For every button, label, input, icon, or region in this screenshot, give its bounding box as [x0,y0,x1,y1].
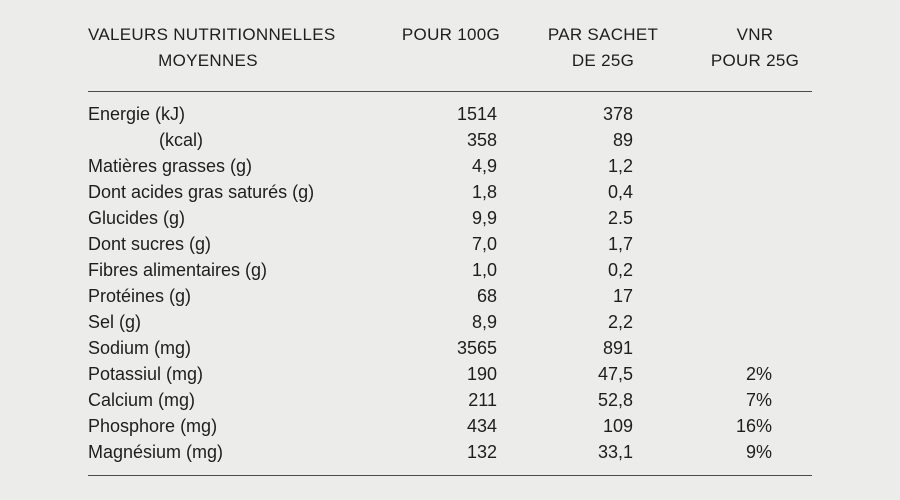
row-label: Fibres alimentaires (g) [88,260,268,280]
row-value-vnr: 2% [745,364,772,384]
row-label: Potassiul (mg) [88,364,204,384]
row-value-per-100g: 434 [466,416,497,436]
row-value-vnr [661,153,812,179]
row-value-per-sachet-25g: 1,7 [607,234,633,254]
row-label: Matières grasses (g) [88,156,253,176]
row-value-per-100g: 9,9 [471,208,497,228]
row-value-per-sachet-25g: 0,2 [607,260,633,280]
row-value-per-sachet-25g: 109 [602,416,633,436]
row-value-vnr [661,309,812,335]
row-value-per-sachet-25g: 47,5 [597,364,633,384]
table-row: Protéines (g) 68 17 [88,283,812,309]
row-label: Dont acides gras saturés (g) [88,182,315,202]
table-row: Dont sucres (g) 7,0 1,7 [88,231,812,257]
row-value-per-100g: 1,8 [471,182,497,202]
header-pour-100g: POUR 100G [400,22,502,92]
row-value-per-100g: 211 [468,390,497,410]
row-value-vnr [661,205,812,231]
row-value-per-sachet-25g: 17 [612,286,633,306]
table-body: Energie (kJ) 1514 378 (kcal) 358 89 Matières g… [88,92,812,476]
row-value-per-sachet-25g: 2.5 [607,208,633,228]
row-value-per-100g: 3565 [456,338,497,358]
row-value-vnr [661,257,812,283]
row-label: Sodium (mg) [88,338,192,358]
row-label: Sel (g) [88,312,142,332]
row-label: Protéines (g) [88,286,192,306]
table-row: Fibres alimentaires (g) 1,0 0,2 [88,257,812,283]
row-value-vnr [661,231,812,257]
nutrition-table-container: VALEURS NUTRITIONNELLES MOYENNES POUR 10… [88,22,812,476]
header-vnr-line2: POUR 25G [710,51,800,70]
row-value-vnr [661,335,812,361]
row-value-per-100g: 358 [466,130,497,150]
row-value-per-sachet-25g: 52,8 [597,390,633,410]
header-valeurs-line2: MOYENNES [158,51,258,70]
row-value-per-sachet-25g: 89 [612,130,633,150]
row-label: (kcal) [159,130,203,150]
table-row: Sodium (mg) 3565 891 [88,335,812,361]
row-value-vnr [661,127,812,153]
row-value-per-sachet-25g: 378 [602,104,633,124]
row-value-per-sachet-25g: 1,2 [607,156,633,176]
nutrition-table: VALEURS NUTRITIONNELLES MOYENNES POUR 10… [88,22,812,476]
row-label: Calcium (mg) [88,390,196,410]
row-value-per-100g: 132 [400,439,502,476]
row-value-per-100g: 4,9 [471,156,497,176]
row-value-per-sachet-25g: 33,1 [502,439,661,476]
row-value-vnr: 16% [735,416,772,436]
row-value-per-100g: 68 [476,286,497,306]
row-value-vnr: 7% [745,390,772,410]
header-par-sachet-25g: PAR SACHET DE 25G [502,22,661,92]
table-header-row: VALEURS NUTRITIONNELLES MOYENNES POUR 10… [88,22,812,92]
row-value-per-100g: 190 [466,364,497,384]
row-label: Glucides (g) [88,208,186,228]
row-value-vnr: 9% [661,439,812,476]
table-row: Potassiul (mg) 190 47,5 2% [88,361,812,387]
table-row: (kcal) 358 89 [88,127,812,153]
header-valeurs-line1: VALEURS NUTRITIONNELLES [88,25,336,44]
table-row: Calcium (mg) 211 52,8 7% [88,387,812,413]
row-label: Phosphore (mg) [88,416,218,436]
row-value-per-100g: 8,9 [471,312,497,332]
table-row: Glucides (g) 9,9 2.5 [88,205,812,231]
row-value-per-sachet-25g: 891 [602,338,633,358]
header-vnr-line1: VNR [736,25,774,44]
row-value-vnr [661,179,812,205]
row-label: Dont sucres (g) [88,234,212,254]
header-vnr-pour-25g: VNR POUR 25G [661,22,812,92]
row-value-per-100g: 7,0 [471,234,497,254]
table-row: Phosphore (mg) 434 109 16% [88,413,812,439]
row-value-vnr [661,283,812,309]
header-par-sachet-line1: PAR SACHET [547,25,659,44]
row-value-per-sachet-25g: 2,2 [607,312,633,332]
row-value-per-sachet-25g: 0,4 [607,182,633,202]
table-row: Sel (g) 8,9 2,2 [88,309,812,335]
header-par-sachet-line2: DE 25G [571,51,635,70]
header-pour-100g-line1: POUR 100G [401,25,501,44]
table-row: Matières grasses (g) 4,9 1,2 [88,153,812,179]
row-label: Energie (kJ) [88,104,186,124]
header-pour-100g-line2 [400,48,502,74]
header-valeurs-nutritionnelles: VALEURS NUTRITIONNELLES MOYENNES [88,22,400,92]
table-row: Magnésium (mg) 132 33,1 9% [88,439,812,476]
row-value-per-100g: 1514 [456,104,497,124]
table-row: Energie (kJ) 1514 378 [88,92,812,128]
row-value-per-100g: 1,0 [471,260,497,280]
row-value-vnr [661,92,812,128]
table-row: Dont acides gras saturés (g) 1,8 0,4 [88,179,812,205]
row-label: Magnésium (mg) [88,439,400,476]
